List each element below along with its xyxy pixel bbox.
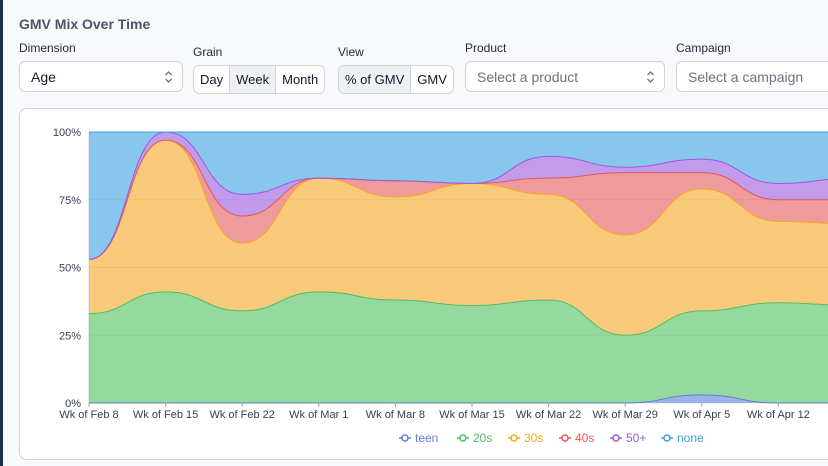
area-50+ <box>89 132 828 260</box>
view-option-gmv[interactable]: GMV <box>417 72 447 87</box>
legend-item-50+[interactable]: 50+ <box>610 431 646 445</box>
y-tick-label: 100% <box>53 127 81 139</box>
legend-item-20s[interactable]: 20s <box>457 431 492 445</box>
legend-marker <box>612 434 620 442</box>
x-tick-label: Wk of Mar 22 <box>516 409 581 421</box>
y-tick-label: 50% <box>59 263 81 275</box>
x-tick-label: Wk of Feb 8 <box>59 409 118 421</box>
x-tick-label: Wk of Mar 15 <box>439 409 504 421</box>
window-edge <box>0 0 3 466</box>
x-tick-label: Wk of Apr 5 <box>673 409 730 421</box>
product-label: Product <box>465 41 507 55</box>
grain-option-week[interactable]: Week <box>230 66 277 93</box>
view-option-percent-gmv[interactable]: % of GMV <box>339 66 412 93</box>
x-tick-label: Wk of Mar 8 <box>366 409 425 421</box>
chevron-updown-icon <box>165 71 172 83</box>
campaign-select[interactable]: Select a campaign <box>676 61 828 92</box>
legend-marker <box>459 434 467 442</box>
y-tick-label: 25% <box>59 330 81 342</box>
grain-segmented-control: Day Week Month <box>193 65 326 94</box>
area-30s <box>89 140 828 336</box>
legend-item-40s[interactable]: 40s <box>559 431 594 445</box>
x-tick-label: Wk of Apr 12 <box>747 409 810 421</box>
x-tick-label: Wk of Feb 22 <box>209 409 274 421</box>
area-20s <box>89 291 828 404</box>
legend-label: 40s <box>575 431 594 445</box>
y-tick-label: 0% <box>65 398 81 410</box>
legend-label: teen <box>415 431 438 445</box>
x-tick-label: Wk of Mar 1 <box>289 409 348 421</box>
campaign-label: Campaign <box>676 41 731 55</box>
view-label: View <box>338 45 364 59</box>
area-40s <box>89 140 828 260</box>
legend-item-teen[interactable]: teen <box>399 431 438 445</box>
dimension-select[interactable]: Age <box>19 61 183 92</box>
grain-option-day[interactable]: Day <box>194 66 231 93</box>
grain-option-month[interactable]: Month <box>282 72 319 87</box>
dimension-label: Dimension <box>19 41 76 55</box>
legend-item-none[interactable]: none <box>661 431 704 445</box>
x-tick-label: Wk of Mar 29 <box>592 409 657 421</box>
product-select[interactable]: Select a product <box>465 61 665 92</box>
product-placeholder: Select a product <box>477 68 579 85</box>
legend-marker <box>561 434 569 442</box>
legend-item-30s[interactable]: 30s <box>508 431 543 445</box>
view-segmented-control: % of GMV GMV <box>338 65 454 94</box>
grain-label: Grain <box>193 45 223 59</box>
chevron-updown-icon <box>647 71 654 83</box>
legend-marker <box>510 434 518 442</box>
legend-marker <box>401 434 409 442</box>
campaign-placeholder: Select a campaign <box>688 68 804 85</box>
line-50+ <box>88 131 828 260</box>
legend-label: none <box>677 431 704 445</box>
legend-label: 20s <box>473 431 492 445</box>
legend-label: 50+ <box>626 431 646 445</box>
line-20s <box>88 291 828 336</box>
legend-label: 30s <box>524 431 543 445</box>
dimension-value: Age <box>31 68 56 85</box>
legend-marker <box>663 434 671 442</box>
y-tick-label: 75% <box>59 195 81 207</box>
page-title: GMV Mix Over Time <box>19 16 151 32</box>
x-tick-label: Wk of Feb 15 <box>133 409 198 421</box>
area-none <box>89 131 828 260</box>
line-30s <box>88 139 828 260</box>
area-teen <box>89 394 828 404</box>
